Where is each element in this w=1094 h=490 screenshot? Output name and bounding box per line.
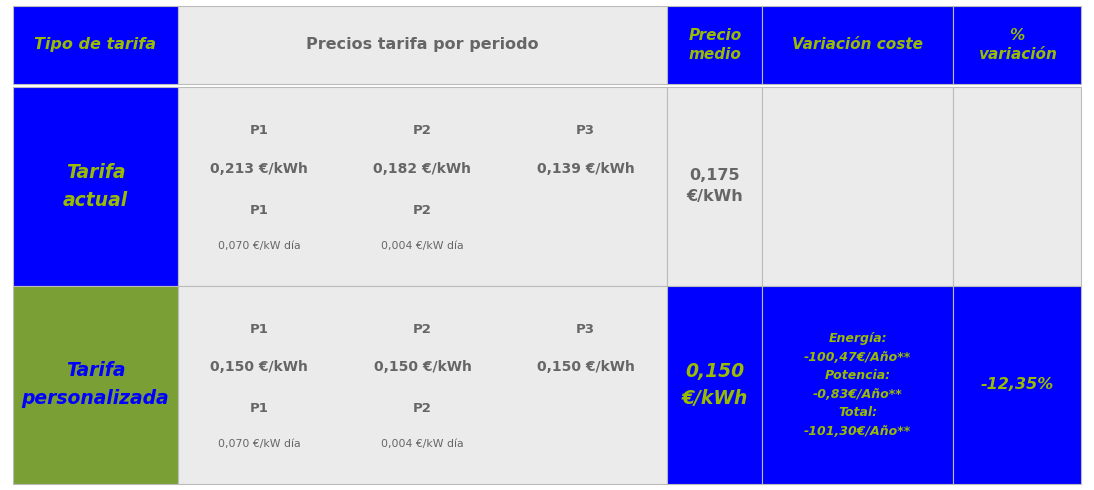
Text: -12,35%: -12,35%	[980, 377, 1054, 392]
Bar	[953, 87, 1081, 286]
Text: 0,139 €/kWh: 0,139 €/kWh	[537, 162, 635, 175]
Text: 0,150 €/kWh: 0,150 €/kWh	[210, 360, 309, 374]
Bar	[177, 286, 667, 484]
Text: Variación coste: Variación coste	[792, 37, 923, 52]
Text: 0,182 €/kWh: 0,182 €/kWh	[373, 162, 472, 175]
Text: 0,150 €/kWh: 0,150 €/kWh	[373, 360, 472, 374]
Bar	[177, 6, 667, 84]
Text: Tarifa
actual: Tarifa actual	[62, 163, 128, 210]
Text: P2: P2	[414, 124, 432, 137]
Text: 0,070 €/kW día: 0,070 €/kW día	[218, 440, 301, 449]
Bar	[667, 87, 763, 286]
Text: 0,150 €/kWh: 0,150 €/kWh	[537, 360, 635, 374]
Text: P1: P1	[249, 402, 269, 415]
Text: 0,175
€/kWh: 0,175 €/kWh	[686, 169, 743, 204]
Bar	[177, 87, 667, 286]
Text: 0,004 €/kW día: 0,004 €/kW día	[381, 241, 464, 251]
Bar	[13, 6, 177, 84]
Bar	[13, 87, 177, 286]
Text: P1: P1	[249, 124, 269, 137]
Text: Energía:
-100,47€/Año**
Potencia:
-0,83€/Año**
Total:
-101,30€/Año**: Energía: -100,47€/Año** Potencia: -0,83€…	[804, 332, 911, 438]
Text: P1: P1	[249, 204, 269, 217]
Text: P3: P3	[577, 323, 595, 336]
Text: Tarifa
personalizada: Tarifa personalizada	[22, 362, 170, 408]
Bar	[763, 286, 953, 484]
Text: P2: P2	[414, 323, 432, 336]
Text: P1: P1	[249, 323, 269, 336]
Bar	[667, 6, 763, 84]
Text: Precios tarifa por periodo: Precios tarifa por periodo	[306, 37, 538, 52]
Bar	[667, 286, 763, 484]
Text: 0,150
€/kWh: 0,150 €/kWh	[682, 362, 748, 408]
Bar	[763, 6, 953, 84]
Text: P3: P3	[577, 124, 595, 137]
Bar	[13, 286, 177, 484]
Text: 0,070 €/kW día: 0,070 €/kW día	[218, 241, 301, 251]
Text: P2: P2	[414, 204, 432, 217]
Bar	[953, 6, 1081, 84]
Bar	[763, 87, 953, 286]
Text: %
variación: % variación	[978, 28, 1057, 62]
Text: 0,004 €/kW día: 0,004 €/kW día	[381, 440, 464, 449]
Text: Tipo de tarifa: Tipo de tarifa	[34, 37, 156, 52]
Text: Precio
medio: Precio medio	[688, 28, 742, 62]
Bar	[953, 286, 1081, 484]
Text: P2: P2	[414, 402, 432, 415]
Text: 0,213 €/kWh: 0,213 €/kWh	[210, 162, 309, 175]
